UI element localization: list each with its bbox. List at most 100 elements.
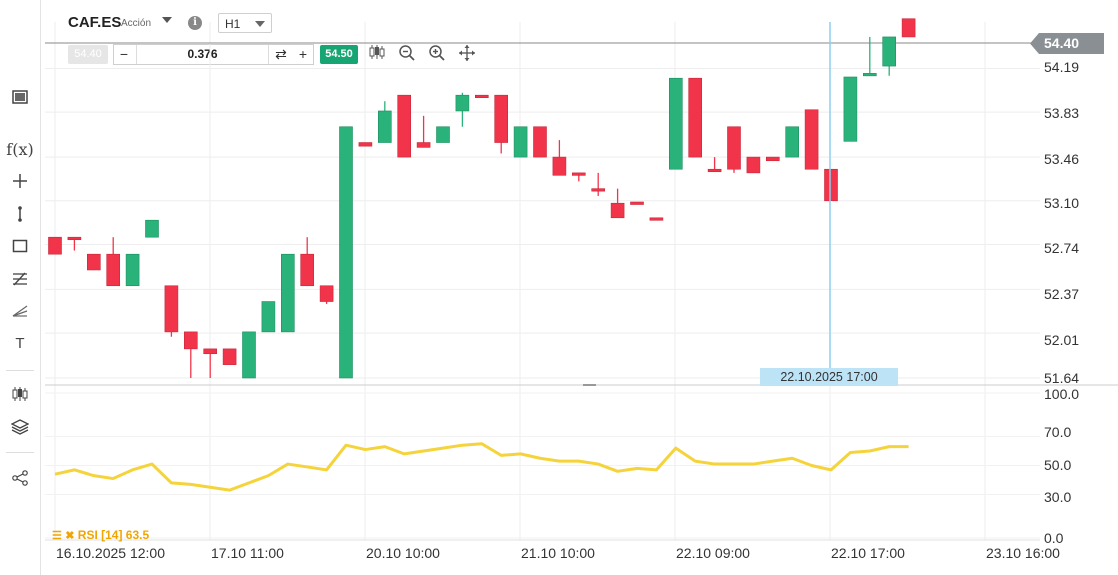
rsi-line [54, 442, 909, 492]
layers-icon[interactable] [8, 416, 32, 438]
rsi-tick: 100.0 [1044, 386, 1080, 402]
current-price-label: 54.40 [1044, 35, 1080, 51]
candle-body [242, 331, 256, 379]
candle-body [319, 285, 334, 302]
trendline-icon[interactable] [8, 203, 32, 225]
price-tick: 52.74 [1044, 240, 1080, 256]
candle-body [746, 156, 761, 174]
candle-body [300, 253, 315, 287]
price-tick: 52.37 [1044, 286, 1080, 302]
move-icon[interactable] [456, 44, 478, 64]
time-tick: 20.10 10:00 [366, 545, 440, 561]
price-tick: 51.64 [1044, 370, 1080, 386]
close-icon[interactable]: ✖ [65, 530, 75, 542]
candle [48, 236, 62, 255]
info-icon[interactable]: i [188, 16, 202, 30]
crosshair-icon[interactable] [8, 170, 32, 192]
candle [668, 77, 683, 170]
fibonacci-icon[interactable] [8, 268, 32, 290]
candle-body [668, 77, 683, 170]
price-tick: 53.10 [1044, 195, 1080, 211]
decrease-button[interactable]: − [119, 46, 129, 62]
price-tick: 54.19 [1044, 59, 1080, 75]
candle-body [649, 217, 664, 221]
candle-body [571, 172, 586, 176]
candle [746, 156, 761, 174]
candle-body [494, 94, 509, 143]
rsi-legend[interactable]: ☰ ✖ RSI [14] 63.5 [52, 528, 149, 542]
price-tick: 53.46 [1044, 151, 1080, 167]
text-icon[interactable]: T [15, 334, 25, 352]
function-icon[interactable]: f(x) [6, 139, 34, 159]
sell-button[interactable]: 54.40 [68, 45, 108, 64]
candle-body [48, 236, 62, 255]
candle [882, 36, 897, 76]
candle-body [67, 236, 82, 241]
window-icon[interactable] [8, 86, 32, 108]
candle-body [358, 142, 373, 147]
candle-body [339, 126, 353, 379]
candle-body [397, 94, 412, 158]
candle [707, 157, 722, 173]
candle-body [222, 348, 237, 365]
candle-body [125, 253, 140, 287]
rectangle-icon[interactable] [8, 235, 32, 257]
candle [843, 76, 858, 142]
candle-body [87, 253, 101, 271]
candle [319, 285, 334, 304]
candle [106, 237, 120, 287]
candle-body [145, 219, 159, 238]
price-tick: 52.01 [1044, 332, 1080, 348]
pitchfork-icon[interactable] [8, 300, 32, 322]
candle [552, 140, 567, 176]
crosshair-time-label: 22.10.2025 17:00 [760, 368, 898, 386]
time-tick: 23.10 16:00 [986, 545, 1060, 561]
candle [571, 172, 586, 182]
candle [358, 142, 373, 147]
candle-body [164, 285, 179, 333]
timeframe-select[interactable]: H1 [218, 13, 272, 33]
zoom-in-icon[interactable] [426, 44, 448, 64]
buy-button[interactable]: 54.50 [320, 45, 358, 64]
symbol-name[interactable]: CAF.ES [68, 14, 122, 31]
candle [280, 253, 295, 333]
candle [455, 92, 470, 127]
time-tick: 16.10.2025 12:00 [56, 545, 165, 561]
candle-body [707, 168, 722, 173]
candle-body [513, 126, 528, 158]
increase-button[interactable]: + [298, 46, 308, 62]
candle [67, 236, 82, 251]
price-tick: 53.83 [1044, 105, 1080, 121]
symbol-type: Acción [121, 18, 152, 29]
settings-icon[interactable]: ☰ [52, 530, 62, 542]
zoom-out-icon[interactable] [396, 44, 418, 64]
candle [630, 201, 644, 205]
candles-icon[interactable] [366, 44, 388, 64]
chevron-down-icon[interactable] [162, 17, 172, 23]
time-tick: 22.10 09:00 [676, 545, 750, 561]
indicators-icon[interactable] [8, 383, 32, 405]
candle-body [882, 36, 897, 67]
swap-icon[interactable]: ⇄ [275, 46, 287, 62]
drawing-toolbar: f(x) T [0, 0, 41, 575]
rsi-tick: 70.0 [1044, 424, 1072, 440]
rsi-tick: 0.0 [1044, 530, 1064, 546]
candle [184, 331, 198, 378]
candle [377, 101, 392, 143]
candle [727, 126, 741, 173]
rsi-tick: 30.0 [1044, 489, 1072, 505]
candle-body [377, 110, 392, 143]
candle [416, 115, 431, 148]
candle [688, 77, 703, 158]
candle [591, 172, 606, 196]
candle-body [630, 201, 644, 205]
share-icon[interactable] [8, 467, 32, 489]
candle-body [688, 77, 703, 158]
candle-body [901, 18, 916, 38]
candle-body [785, 126, 800, 158]
candle [494, 94, 509, 154]
time-tick: 17.10 11:00 [211, 545, 284, 561]
candle-body [765, 156, 780, 162]
candle-body [552, 156, 567, 176]
